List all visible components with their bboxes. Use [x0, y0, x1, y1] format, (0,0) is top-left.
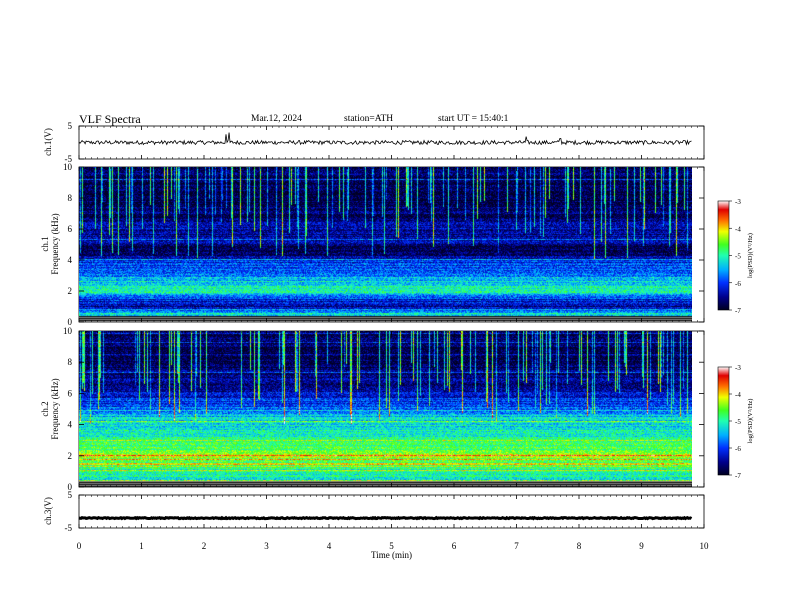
x-tick-label: 1 [139, 541, 144, 551]
station-label: station=ATH [344, 114, 394, 124]
x-tick-label: 6 [452, 541, 457, 551]
ch1-waveform-y-tick-label: -5 [65, 154, 73, 164]
ch2-colorbar-tick-label: -7 [735, 472, 741, 480]
x-tick-label: 2 [202, 541, 207, 551]
ch3-waveform-y-tick-label: 5 [68, 490, 73, 500]
ch2-spectrogram-y-tick-label: 2 [68, 451, 73, 461]
ch1-colorbar-tick-label: -5 [735, 253, 741, 261]
ch1-colorbar-tick-label: -7 [735, 307, 741, 315]
x-tick-label: 3 [264, 541, 269, 551]
ch1-spectrogram-plot [79, 167, 692, 322]
axis-ticks [78, 125, 705, 529]
x-tick-label: 4 [327, 541, 332, 551]
ch2-spectrogram-plot [79, 331, 692, 487]
ch1-colorbar [717, 200, 730, 311]
ch1-spectrogram-y-tick-label: 10 [63, 162, 73, 172]
ch1-spectrogram-y-tick-label: 4 [68, 255, 73, 265]
colorbar-labels: -3 -4 -5 -6 -7 log(PSD)(V²/Hz) -3 -4 -5 -6 -7 log(P… [729, 198, 754, 480]
x-axis-label: Time (min) [371, 550, 412, 560]
ch1-colorbar-label: log(PSD)(V²/Hz) [747, 233, 754, 278]
ch2-colorbar [717, 366, 730, 476]
ch1-colorbar-tick-label: -3 [735, 198, 741, 206]
ch3-waveform-frame [78, 494, 705, 529]
start-time-label: start UT = 15:40:1 [438, 114, 509, 124]
ch3-waveform-trace [78, 515, 693, 521]
ch2-colorbar-tick-label: -6 [735, 445, 741, 453]
ch1-spectrogram-y-tick-label: 0 [68, 317, 73, 327]
ch2-spectrogram-image [79, 331, 692, 487]
ch2-spectrogram-y-tick-label: 0 [68, 482, 73, 492]
ch3-waveform-plot [78, 515, 693, 521]
ch2-spectrogram-y-tick-label: 10 [63, 326, 73, 336]
ch2-spectrogram-y-axis-label: Frequency (kHz) [50, 378, 60, 439]
ch1-spectrogram-y-tick-label: 8 [68, 193, 73, 203]
ch1-waveform-trace [78, 132, 692, 146]
ch1-colorbar-tick-label: -4 [735, 225, 741, 233]
ch2-spectrogram-y-tick-label: 8 [68, 357, 73, 367]
ch2-spectrogram-y-tick-label: 6 [68, 388, 73, 398]
x-tick-label: 9 [639, 541, 644, 551]
ch2-colorbar-tick-label: -5 [735, 418, 741, 426]
ch1-spectrogram-image [79, 167, 692, 322]
x-tick-label: 8 [577, 541, 582, 551]
figure-title: VLF Spectra [79, 112, 141, 126]
x-tick-label: 7 [514, 541, 519, 551]
ch2-colorbar-tick-label: -4 [735, 391, 741, 399]
ch1-waveform-y-tick-label: 5 [68, 121, 73, 131]
ch1-spectrogram-y-axis-label: Frequency (kHz) [50, 213, 60, 274]
x-tick-label: 10 [700, 541, 710, 551]
ch3-waveform-y-tick-label: -5 [65, 523, 73, 533]
ch1-spectrogram-y-axis-label: ch.1 [40, 236, 50, 251]
x-tick-label: 0 [77, 541, 82, 551]
ch1-spectrogram-y-tick-label: 6 [68, 224, 73, 234]
ch1-spectrogram-y-tick-label: 2 [68, 286, 73, 296]
date-label: Mar.12, 2024 [251, 114, 302, 124]
ch1-waveform-plot [78, 132, 692, 146]
ch1-waveform-y-axis-label: ch.1(V) [43, 128, 53, 156]
ch2-colorbar-tick-label: -3 [735, 364, 741, 372]
ch2-spectrogram-y-tick-label: 4 [68, 420, 73, 430]
ch3-waveform-y-axis-label: ch.3(V) [43, 497, 53, 525]
ch2-spectrogram-y-axis-label: ch.2 [40, 401, 50, 416]
ch2-colorbar-label: log(PSD)(V²/Hz) [747, 399, 754, 444]
ch1-colorbar-tick-label: -6 [735, 280, 741, 288]
x-tick-label: 5 [389, 541, 394, 551]
